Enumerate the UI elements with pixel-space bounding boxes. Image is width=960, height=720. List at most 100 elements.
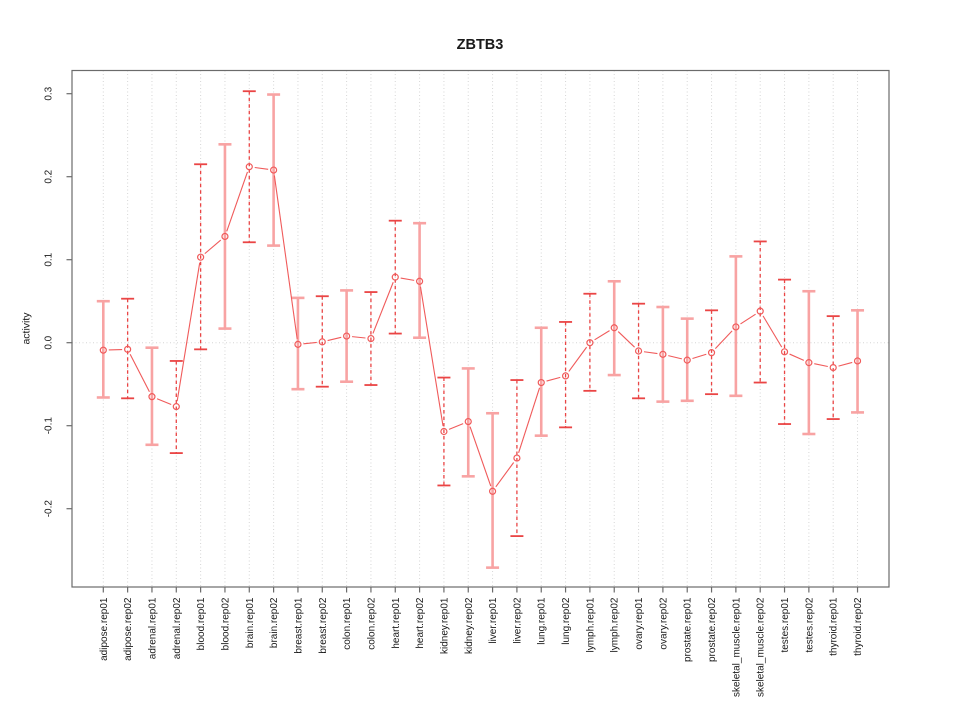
- x-tick-label: brain.rep02: [269, 597, 280, 648]
- series-segment: [546, 376, 561, 382]
- x-tick-label: breast.rep02: [318, 597, 329, 654]
- series-segment: [469, 426, 492, 487]
- y-tick-label: -0.1: [44, 417, 55, 435]
- series-segment: [129, 353, 150, 393]
- series-segment: [643, 351, 658, 355]
- x-tick-label: lymph.rep01: [585, 597, 596, 652]
- series-segment: [204, 239, 222, 255]
- series-segment: [352, 336, 366, 339]
- x-tick-label: thyroid.rep01: [829, 597, 840, 656]
- x-tick-label: prostate.rep01: [683, 597, 694, 662]
- series-segment: [617, 331, 635, 348]
- chart-title: ZBTB3: [457, 37, 504, 53]
- x-tick-label: colon.rep02: [366, 597, 377, 650]
- x-tick-label: prostate.rep02: [707, 597, 718, 662]
- x-tick-label: heart.rep01: [391, 597, 402, 649]
- series-segment: [419, 286, 444, 427]
- x-tick-label: thyroid.rep02: [853, 597, 864, 656]
- series-segment: [789, 353, 805, 361]
- series-segment: [273, 175, 298, 339]
- x-tick-label: adipose.rep02: [123, 597, 134, 661]
- x-tick-label: skeletal_muscle.rep02: [756, 597, 767, 697]
- plot-area: 0.3 0.2 0.1 0.0 -0.1 -0.2 adipose.rep01 adipose…: [44, 69, 890, 697]
- series-segment: [254, 166, 269, 170]
- data-point: [172, 403, 180, 411]
- data-point: [343, 332, 351, 340]
- data-point: [488, 487, 497, 495]
- series-segment: [762, 315, 783, 348]
- data-point: [732, 323, 740, 331]
- data-point: [780, 348, 789, 356]
- series-segment: [740, 313, 756, 325]
- data-point: [829, 364, 837, 372]
- y-tick-label: 0.1: [44, 252, 55, 266]
- data-point: [99, 346, 107, 354]
- x-tick-label: colon.rep01: [342, 597, 353, 650]
- data-point: [440, 427, 448, 436]
- series-segment: [668, 355, 682, 360]
- x-tick-label: adipose.rep01: [99, 597, 110, 661]
- series-segment: [156, 398, 172, 406]
- series-segment: [692, 353, 707, 360]
- x-tick-label: heart.rep02: [415, 597, 426, 649]
- data-point: [683, 356, 691, 364]
- data-point: [221, 232, 229, 241]
- x-tick-label: adrenal.rep02: [172, 597, 183, 659]
- series-segment: [495, 462, 515, 488]
- data-point: [561, 372, 570, 380]
- x-tick-label: blood.rep02: [220, 597, 231, 650]
- x-tick-label: kidney.rep02: [464, 597, 475, 654]
- data-point: [610, 324, 618, 332]
- data-point: [853, 357, 862, 365]
- series-segment: [400, 277, 415, 281]
- data-point: [318, 338, 326, 346]
- x-tick-label: kidney.rep01: [439, 597, 450, 654]
- data-point: [415, 277, 424, 285]
- series-segment: [518, 387, 541, 454]
- x-tick-label: lymph.rep02: [610, 597, 621, 652]
- data-point: [659, 350, 667, 358]
- series-segment: [226, 171, 248, 232]
- data-point: [148, 393, 156, 401]
- series-segment: [372, 282, 394, 334]
- data-point: [707, 349, 716, 357]
- data-point: [197, 253, 205, 261]
- data-point: [805, 359, 813, 367]
- x-tick-label: skeletal_muscle.rep01: [731, 597, 742, 697]
- y-tick-label: 0.3: [44, 86, 55, 100]
- data-point: [391, 273, 399, 281]
- data-point: [367, 334, 375, 343]
- x-tick-label: breast.rep01: [293, 597, 304, 654]
- data-point: [756, 307, 764, 315]
- data-point: [124, 345, 132, 353]
- series-segment: [714, 330, 733, 350]
- data-point: [464, 417, 472, 426]
- series-segment: [568, 346, 588, 372]
- data-point: [245, 163, 253, 171]
- series-segment: [838, 361, 853, 367]
- data-point: [270, 166, 278, 174]
- data-point: [537, 378, 545, 387]
- series-segment: [176, 262, 201, 402]
- x-tick-label: blood.rep01: [196, 597, 207, 650]
- x-tick-label: liver.rep01: [488, 597, 499, 644]
- x-tick-label: lung.rep02: [561, 597, 572, 645]
- data-point: [586, 339, 594, 347]
- series-segment: [303, 341, 317, 345]
- data-point: [634, 347, 643, 355]
- x-tick-label: lung.rep01: [537, 597, 548, 645]
- data-point: [513, 454, 521, 462]
- y-tick-label: 0.0: [44, 335, 55, 349]
- series-segment: [448, 423, 464, 430]
- x-tick-label: testes.rep02: [804, 597, 815, 652]
- x-tick-label: ovary.rep02: [658, 597, 669, 650]
- y-axis-label: activity: [21, 312, 33, 345]
- x-tick-label: brain.rep01: [245, 597, 256, 648]
- series-segment: [814, 363, 828, 368]
- series-segment: [327, 336, 342, 342]
- plot-border: [71, 69, 890, 588]
- y-tick-label: -0.2: [44, 500, 55, 518]
- series-segment: [594, 330, 610, 341]
